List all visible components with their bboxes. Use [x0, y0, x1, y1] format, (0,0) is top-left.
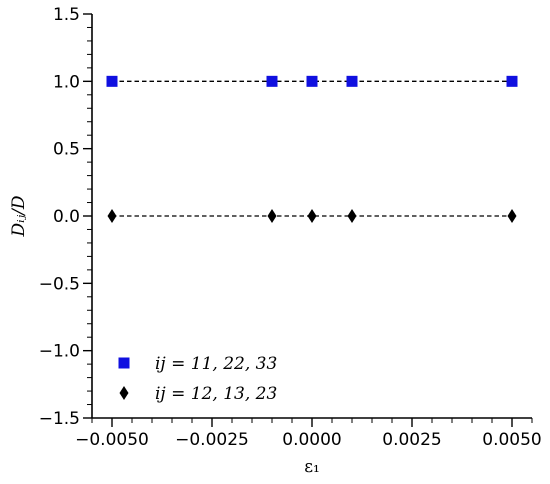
series-0	[106, 75, 518, 87]
series-1	[107, 209, 517, 223]
data-point	[346, 75, 358, 87]
data-point	[507, 209, 517, 223]
x-axis-ticks: −0.0050 −0.0025 0.0000 0.0025 0.0050	[75, 418, 542, 450]
x-axis-label: ε₁	[304, 457, 320, 477]
x-tick-label: −0.0025	[175, 430, 249, 450]
legend-marker	[119, 386, 129, 400]
y-axis-label: Dᵢⱼ/D	[9, 195, 29, 237]
y-tick-label: 0.5	[53, 140, 80, 160]
data-point	[267, 209, 277, 223]
y-tick-label: −0.5	[39, 274, 80, 294]
x-tick-label: −0.0050	[75, 430, 149, 450]
x-tick-label: 0.0050	[482, 430, 541, 450]
y-tick-label: 1.5	[53, 5, 80, 25]
x-tick-label: 0.0025	[382, 430, 441, 450]
y-tick-label: −1.5	[39, 409, 80, 429]
data-point	[347, 209, 357, 223]
y-tick-label: 1.0	[53, 72, 80, 92]
data-point	[266, 75, 278, 87]
reference-lines	[112, 80, 512, 217]
data-point	[506, 75, 518, 87]
legend-label: ij = 12, 13, 23	[155, 384, 277, 404]
legend-marker	[118, 357, 130, 369]
data-point	[307, 209, 317, 223]
y-tick-label: 0.0	[53, 207, 80, 227]
y-axis-ticks: 1.5 1.0 0.5 0.0 −0.5 −1.0 −1.5	[39, 5, 92, 429]
legend: ij = 11, 22, 33 ij = 12, 13, 23	[118, 354, 277, 404]
data-series	[106, 75, 518, 223]
data-point	[107, 209, 117, 223]
x-tick-label: 0.0000	[282, 430, 341, 450]
y-tick-label: −1.0	[39, 342, 80, 362]
data-point	[306, 75, 318, 87]
data-point	[106, 75, 118, 87]
legend-label: ij = 11, 22, 33	[155, 354, 277, 374]
